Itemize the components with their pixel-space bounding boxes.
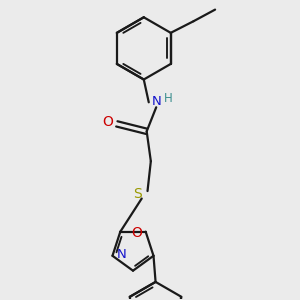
Text: O: O [131,226,142,239]
Text: N: N [117,248,127,261]
Text: O: O [102,115,113,129]
Text: N: N [151,95,161,108]
Text: S: S [133,187,142,200]
Text: H: H [164,92,173,106]
